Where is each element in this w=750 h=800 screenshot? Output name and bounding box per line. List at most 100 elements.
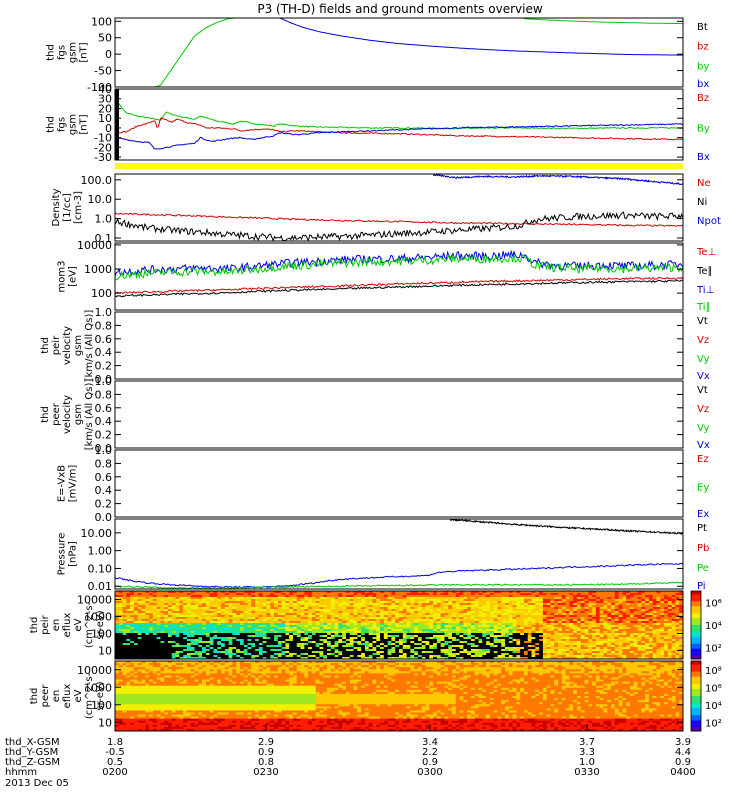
y-ticks: 10000 1000 100: [77, 239, 683, 300]
x-tick-label: 3.9: [675, 737, 691, 748]
x-tick-label: 0330: [574, 767, 599, 778]
y-ticks: 10000 1000 100 10: [77, 594, 683, 658]
colorbar: 10⁶ 10⁴ 10²: [690, 590, 722, 660]
spectrogram: [115, 591, 684, 660]
series-line-Ti⊥: [114, 249, 684, 277]
panels: 100500-50-100thdfgsgsm[nT]Btbzbybx403020…: [29, 15, 722, 732]
panel-frame: [114, 449, 684, 518]
series-group: [115, 17, 683, 88]
series-line-Ne: [114, 212, 684, 227]
panel-frame: [114, 590, 684, 660]
y-tick-label: 10.0: [88, 193, 113, 206]
legend-item: Ez: [697, 454, 709, 465]
y-axis-label-line: thd: [29, 617, 40, 634]
series-group: [114, 249, 684, 298]
y-tick-label: -100: [87, 81, 112, 94]
x-tick-label: 3.4: [422, 737, 438, 748]
y-axis-label: thdpeirvelocitygsm[km/s (All Qs)]: [40, 310, 95, 382]
y-axis-label-line: mom3: [57, 261, 68, 293]
colorbar-tick-label: 10²: [705, 644, 722, 655]
legend: Bz By Bx: [697, 93, 710, 163]
x-tick-label: 0230: [253, 767, 278, 778]
y-axis-label-line: peer: [51, 402, 62, 426]
panel-frame: [114, 173, 684, 242]
x-axis-row-label: thd_Y-GSM: [5, 747, 58, 758]
colorbar: 10⁸ 10⁶ 10⁴ 10²: [690, 660, 722, 732]
y-tick-label: 10: [98, 112, 112, 125]
y-axis-label-line: thd: [29, 688, 40, 705]
series-group: [114, 518, 684, 590]
x-tick-label: 2.9: [258, 737, 274, 748]
series-group: [114, 173, 684, 242]
y-tick-label: 0.6: [95, 402, 113, 415]
y-axis-label-line: eflux: [62, 613, 73, 638]
series-line-Pi: [114, 562, 684, 589]
series-line-Bz: [114, 117, 684, 141]
y-tick-label: 1.0: [95, 375, 113, 388]
y-tick-label: 0: [105, 122, 112, 135]
panel-3: 100.0 10.0 1.0 0.1 Density[1/cc][cm-3] Ne Ni Np…: [51, 173, 721, 245]
legend-item: Ti⊥: [696, 285, 714, 296]
y-tick-label: -10: [94, 132, 112, 145]
y-ticks: 10.00 1.00 0.10 0.01: [81, 527, 683, 593]
y-ticks: 10000 1000 100 10: [77, 664, 683, 729]
series-line-Te⊥: [114, 276, 684, 295]
x-tick-label: 0.5: [107, 757, 123, 768]
x-axis-row-label: hhmm: [5, 767, 37, 778]
y-axis-label: mom3[eV]: [57, 261, 79, 293]
y-ticks: 100 50 0 -50 -100: [87, 15, 683, 94]
panel-1: 100 50 0 -50 -100 thdfgsgsm[nT] Bt bz by bx: [46, 15, 710, 94]
y-tick-label: 40: [98, 83, 112, 96]
y-tick-label: 0.10: [88, 562, 113, 575]
y-axis-label-line: gsm: [73, 404, 84, 425]
data-gap-bar: [115, 89, 119, 160]
y-tick-label: 1.0: [95, 306, 113, 319]
y-axis-label-line: eV: [73, 689, 84, 702]
legend-item: bz: [697, 42, 709, 53]
y-tick-label: 1.0: [95, 213, 113, 226]
series-line-bx: [279, 17, 683, 56]
y-tick-label: 100: [91, 699, 112, 712]
legend-item: Ti∥: [696, 302, 711, 313]
x-tick-label: 0200: [102, 767, 127, 778]
panel-frame: [114, 311, 684, 380]
panel-8: 10.00 1.00 0.10 0.01 Pressure[nPa] Pt Pb Pe Pi: [57, 518, 709, 593]
legend: Ne Ni Npot: [697, 178, 721, 227]
y-tick-label: 0.8: [95, 319, 113, 332]
legend-item: Vy: [697, 354, 710, 365]
y-axis-label-line: E=-VxB: [57, 465, 68, 502]
y-axis-label-line: thd: [46, 44, 57, 61]
legend-item: Vx: [697, 440, 710, 451]
y-tick-label: 1000: [84, 611, 112, 624]
y-ticks: 1.00.80.60.40.20.0: [95, 444, 683, 524]
y-tick-label: 0.8: [95, 457, 113, 470]
y-axis-label-line: gsm: [68, 42, 79, 63]
y-tick-label: 0.1: [95, 232, 113, 245]
x-tick-label: 1.0: [579, 757, 595, 768]
y-ticks: 1.00.80.60.40.20.0: [95, 375, 683, 455]
x-axis-row-label: thd_Z-GSM: [5, 757, 60, 768]
series-line-Pe: [114, 581, 684, 590]
y-axis-label-line: [1/cc]: [62, 193, 73, 222]
legend: Vt Vz Vy Vx: [697, 385, 710, 451]
legend-item: Pe: [697, 563, 709, 574]
x-tick-label: 0.8: [258, 757, 274, 768]
y-tick-label: 1.0: [95, 444, 113, 457]
plot-title: P3 (TH-D) fields and ground moments over…: [257, 2, 542, 16]
y-tick-label: 0.8: [95, 388, 113, 401]
colorbar-tick-label: 10²: [705, 718, 722, 729]
legend-item: by: [697, 61, 709, 72]
y-axis-label-line: [mV/m]: [68, 465, 79, 503]
y-tick-label: 0.0: [95, 442, 113, 455]
colorbar-tick-label: 10⁶: [705, 598, 722, 609]
y-tick-label: 100.0: [81, 174, 113, 187]
y-tick-label: -20: [94, 141, 112, 154]
y-axis-label-line: thd: [40, 337, 51, 354]
y-tick-label: 100: [91, 15, 112, 28]
x-axis-labels: 1.8-0.50.502002.90.90.802303.42.20.90300…: [5, 724, 696, 778]
y-axis-label-line: [km/s (All Qs)]: [84, 310, 95, 382]
y-tick-label: 10: [98, 645, 112, 658]
panel-frame: [114, 17, 684, 88]
